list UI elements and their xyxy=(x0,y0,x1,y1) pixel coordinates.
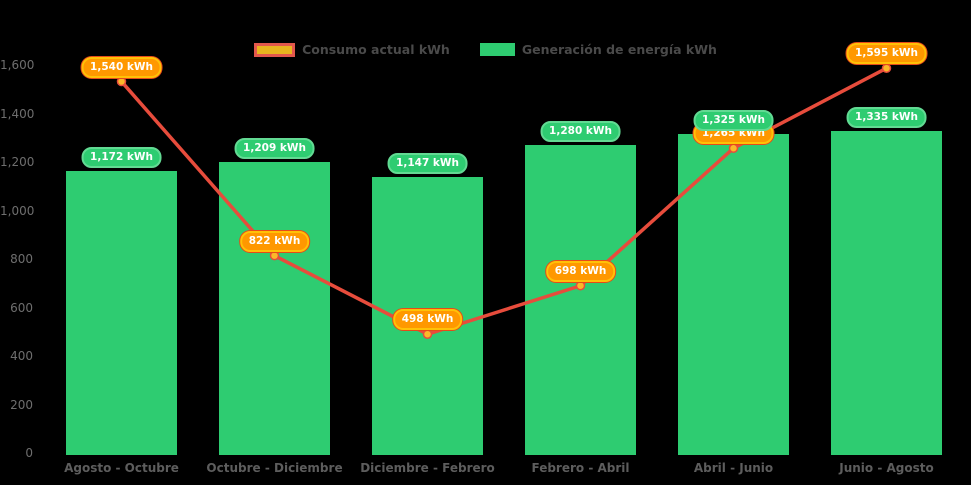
y-tick-label: 1,600 xyxy=(0,58,35,72)
x-axis-label: Octubre - Diciembre xyxy=(206,461,343,475)
x-axis-label: Diciembre - Febrero xyxy=(360,461,495,475)
legend-item-generacion[interactable]: Generación de energía kWh xyxy=(479,42,717,57)
bar xyxy=(219,161,330,455)
line-value-pill: 1,595 kWh xyxy=(846,43,927,65)
bar-value-pill: 1,209 kWh xyxy=(234,137,315,159)
legend-label-generacion: Generación de energía kWh xyxy=(521,42,717,57)
x-axis-label: Febrero - Abril xyxy=(531,461,630,475)
y-tick-label: 800 xyxy=(10,252,33,266)
line-point-marker xyxy=(269,250,280,261)
legend-label-consumo: Consumo actual kWh xyxy=(302,42,450,57)
bar-value-pill: 1,280 kWh xyxy=(540,120,621,142)
line-point-marker xyxy=(575,280,586,291)
bar xyxy=(831,131,942,455)
x-axis-label: Junio - Agosto xyxy=(839,461,934,475)
legend: Consumo actual kWh Generación de energía… xyxy=(0,42,971,57)
x-axis-label: Abril - Junio xyxy=(693,461,774,475)
bar xyxy=(678,133,789,455)
x-axis-label: Agosto - Octubre xyxy=(64,461,179,475)
line-point-marker xyxy=(728,143,739,153)
y-tick-label: 0 xyxy=(25,446,33,460)
y-tick-label: 200 xyxy=(10,397,33,412)
line-value-pill: 498 kWh xyxy=(392,309,463,331)
generacion-legend-swatch xyxy=(479,43,515,56)
bar-value-pill: 1,325 kWh xyxy=(693,109,774,131)
bar xyxy=(525,144,636,455)
bar-value-pill: 1,335 kWh xyxy=(846,107,927,129)
line-value-pill: 822 kWh xyxy=(239,230,310,252)
y-tick-label: 400 xyxy=(10,349,33,363)
y-tick-label: 1,200 xyxy=(0,155,35,169)
line-point-marker xyxy=(116,76,127,87)
line-value-pill: 1,540 kWh xyxy=(81,56,162,78)
y-tick-label: 600 xyxy=(10,300,33,315)
consumo-legend-swatch xyxy=(254,42,296,57)
bar-value-pill: 1,147 kWh xyxy=(387,152,468,174)
consumption-line xyxy=(120,66,888,336)
bar xyxy=(66,170,177,455)
legend-item-consumo[interactable]: Consumo actual kWh xyxy=(254,42,450,57)
line-point-marker xyxy=(881,63,892,73)
line-point-marker xyxy=(422,329,433,339)
y-tick-label: 1,400 xyxy=(0,106,35,121)
y-tick-label: 1,000 xyxy=(0,203,35,218)
line-value-pill: 698 kWh xyxy=(545,260,616,282)
bar-value-pill: 1,172 kWh xyxy=(81,146,162,168)
